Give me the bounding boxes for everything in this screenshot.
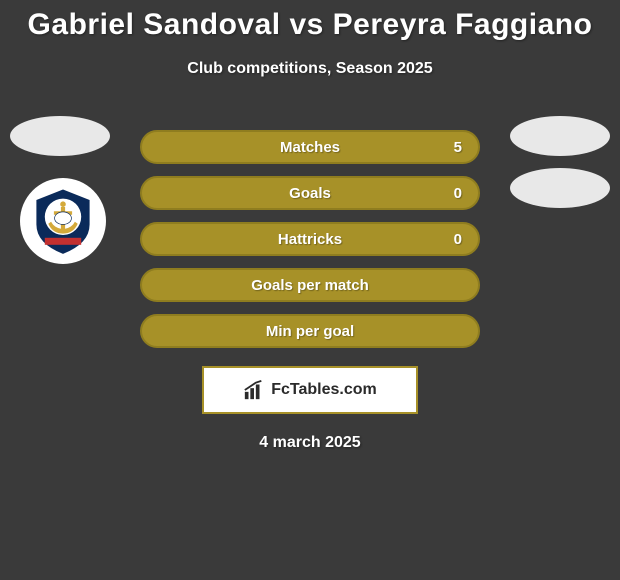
player-right-avatar xyxy=(510,116,610,156)
stat-label: Goals per match xyxy=(251,277,369,294)
stat-label: Hattricks xyxy=(278,231,342,248)
stat-label: Min per goal xyxy=(266,323,354,340)
crest-icon xyxy=(28,186,98,256)
brand-text: FcTables.com xyxy=(271,381,377,399)
stat-bar-matches: Matches 5 xyxy=(140,130,480,164)
stat-value: 0 xyxy=(454,231,462,248)
stat-value: 5 xyxy=(454,139,462,156)
stat-label: Goals xyxy=(289,185,331,202)
page-title: Gabriel Sandoval vs Pereyra Faggiano xyxy=(0,0,620,42)
club-right-crest xyxy=(510,168,610,208)
stat-bar-hattricks: Hattricks 0 xyxy=(140,222,480,256)
stat-bar-goals-per-match: Goals per match xyxy=(140,268,480,302)
stat-bar-min-per-goal: Min per goal xyxy=(140,314,480,348)
date-text: 4 march 2025 xyxy=(0,434,620,452)
chart-icon xyxy=(243,379,265,401)
club-left-crest xyxy=(20,178,106,264)
stat-bar-goals: Goals 0 xyxy=(140,176,480,210)
player-left-avatar xyxy=(10,116,110,156)
stat-label: Matches xyxy=(280,139,340,156)
stat-value: 0 xyxy=(454,185,462,202)
page-subtitle: Club competitions, Season 2025 xyxy=(0,60,620,78)
brand-box[interactable]: FcTables.com xyxy=(202,366,418,414)
